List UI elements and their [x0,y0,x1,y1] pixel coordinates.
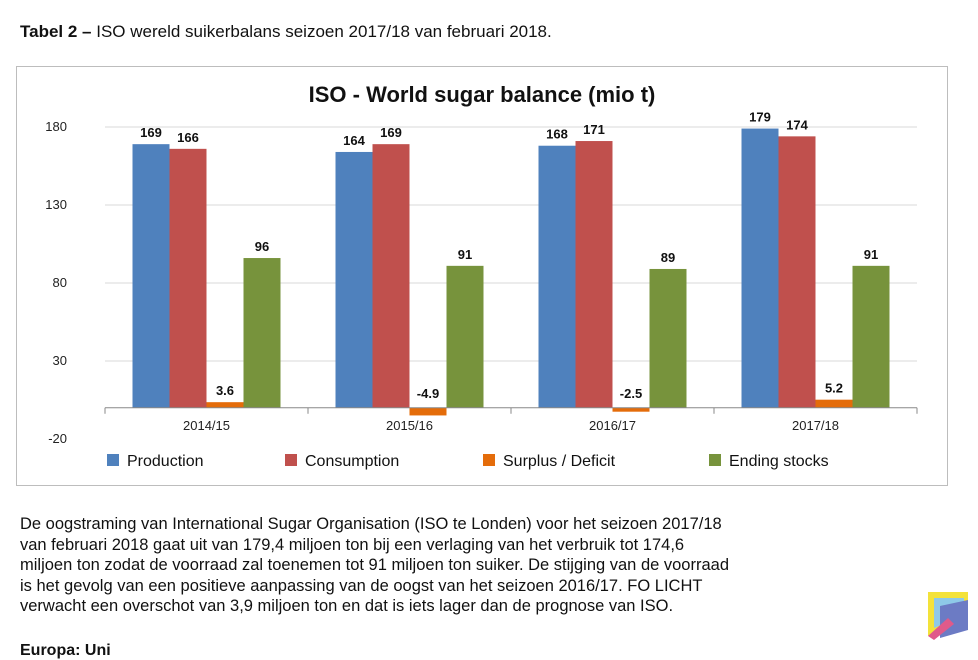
section-heading: Europa: Uni [20,642,111,659]
caption-label: Tabel 2 – [20,22,92,41]
bar [335,151,373,408]
x-tick-label: 2015/16 [386,418,433,433]
bar [243,258,281,408]
x-tick-label: 2017/18 [792,418,839,433]
body-line-5: verwacht een overschot van 3,9 miljoen t… [20,597,674,615]
bar [815,399,853,408]
legend-label: Ending stocks [729,453,829,470]
legend-swatch [709,454,721,466]
table-caption: Tabel 2 – ISO wereld suikerbalans seizoe… [20,22,552,42]
bar [612,407,650,412]
data-label: 5.2 [825,381,843,396]
bar [409,407,447,416]
x-tick-label: 2014/15 [183,418,230,433]
chart-svg: ISO - World sugar balance (mio t) 180 130 8… [45,82,918,470]
body-paragraph: De oogstraming van International Sugar O… [20,514,950,617]
bar [741,128,779,408]
body-line-1: De oogstraming van International Sugar O… [20,515,722,533]
data-label: 164 [343,133,365,148]
bar [649,268,687,408]
legend-swatch [483,454,495,466]
data-label: 96 [255,239,269,254]
data-label: -2.5 [620,386,642,401]
bar [169,148,207,408]
x-tick-label: 2016/17 [589,418,636,433]
data-label: 179 [749,110,771,125]
data-label: 169 [140,125,162,140]
bar [132,144,170,408]
y-tick-label: -20 [48,431,67,446]
chart-frame: ISO - World sugar balance (mio t) 180 130 8… [16,66,948,486]
data-label: 89 [661,250,675,265]
chart-title: ISO - World sugar balance (mio t) [309,82,656,107]
data-label: 3.6 [216,383,234,398]
bar [206,402,244,408]
y-tick-label: 80 [53,275,67,290]
bar [372,144,410,408]
caption-text: ISO wereld suikerbalans seizoen 2017/18 … [96,22,552,41]
data-label: -4.9 [417,386,439,401]
data-label: 174 [786,117,808,132]
y-tick-label: 180 [45,119,67,134]
data-label: 168 [546,127,568,142]
site-logo-icon [928,592,968,640]
data-label: 91 [864,247,878,262]
bar [778,136,816,408]
body-line-3: miljoen ton zodat de voorraad zal toenem… [20,556,730,574]
data-label: 171 [583,122,605,137]
y-tick-label: 130 [45,197,67,212]
body-line-4: is het gevolg van een positieve aanpassi… [20,576,703,595]
legend-label: Surplus / Deficit [503,453,616,470]
bar [446,265,484,408]
legend-label: Consumption [305,453,399,470]
data-label: 91 [458,247,472,262]
bar [538,145,576,408]
bar [575,141,613,408]
data-label: 166 [177,130,199,145]
y-tick-label: 30 [53,353,67,368]
legend-swatch [107,454,119,466]
bar [852,265,890,408]
legend-swatch [285,454,297,466]
data-label: 169 [380,125,402,140]
legend-label: Production [127,453,204,470]
body-line-2: van februari 2018 gaat uit van 179,4 mil… [20,535,685,554]
